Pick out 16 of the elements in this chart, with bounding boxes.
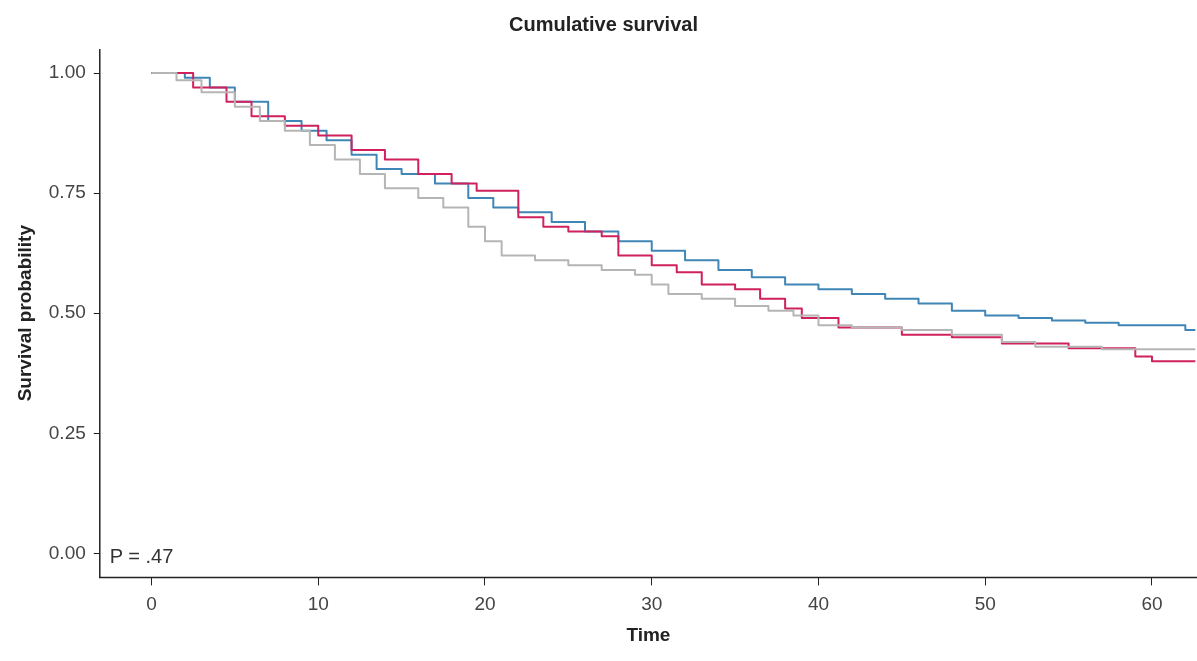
y-tick-label: 0.75 <box>48 181 86 203</box>
x-tick-label: 60 <box>1141 593 1163 615</box>
x-tick-label: 10 <box>307 593 329 615</box>
y-tick-label: 0.00 <box>48 541 86 563</box>
x-axis-title: Time <box>626 623 671 645</box>
y-tick-label: 0.50 <box>48 301 86 323</box>
x-tick-label: 50 <box>974 593 996 615</box>
y-tick-label: 1.00 <box>48 61 86 83</box>
y-tick-label: 0.25 <box>48 421 86 443</box>
x-tick-label: 20 <box>474 593 496 615</box>
x-tick-label: 30 <box>641 593 663 615</box>
x-tick-label: 40 <box>807 593 830 615</box>
y-axis-title: Survival probability <box>13 224 35 402</box>
annotation: P = .47 <box>109 544 174 567</box>
chart-title: Cumulative survival <box>509 12 698 35</box>
x-tick-label: 0 <box>146 593 157 615</box>
